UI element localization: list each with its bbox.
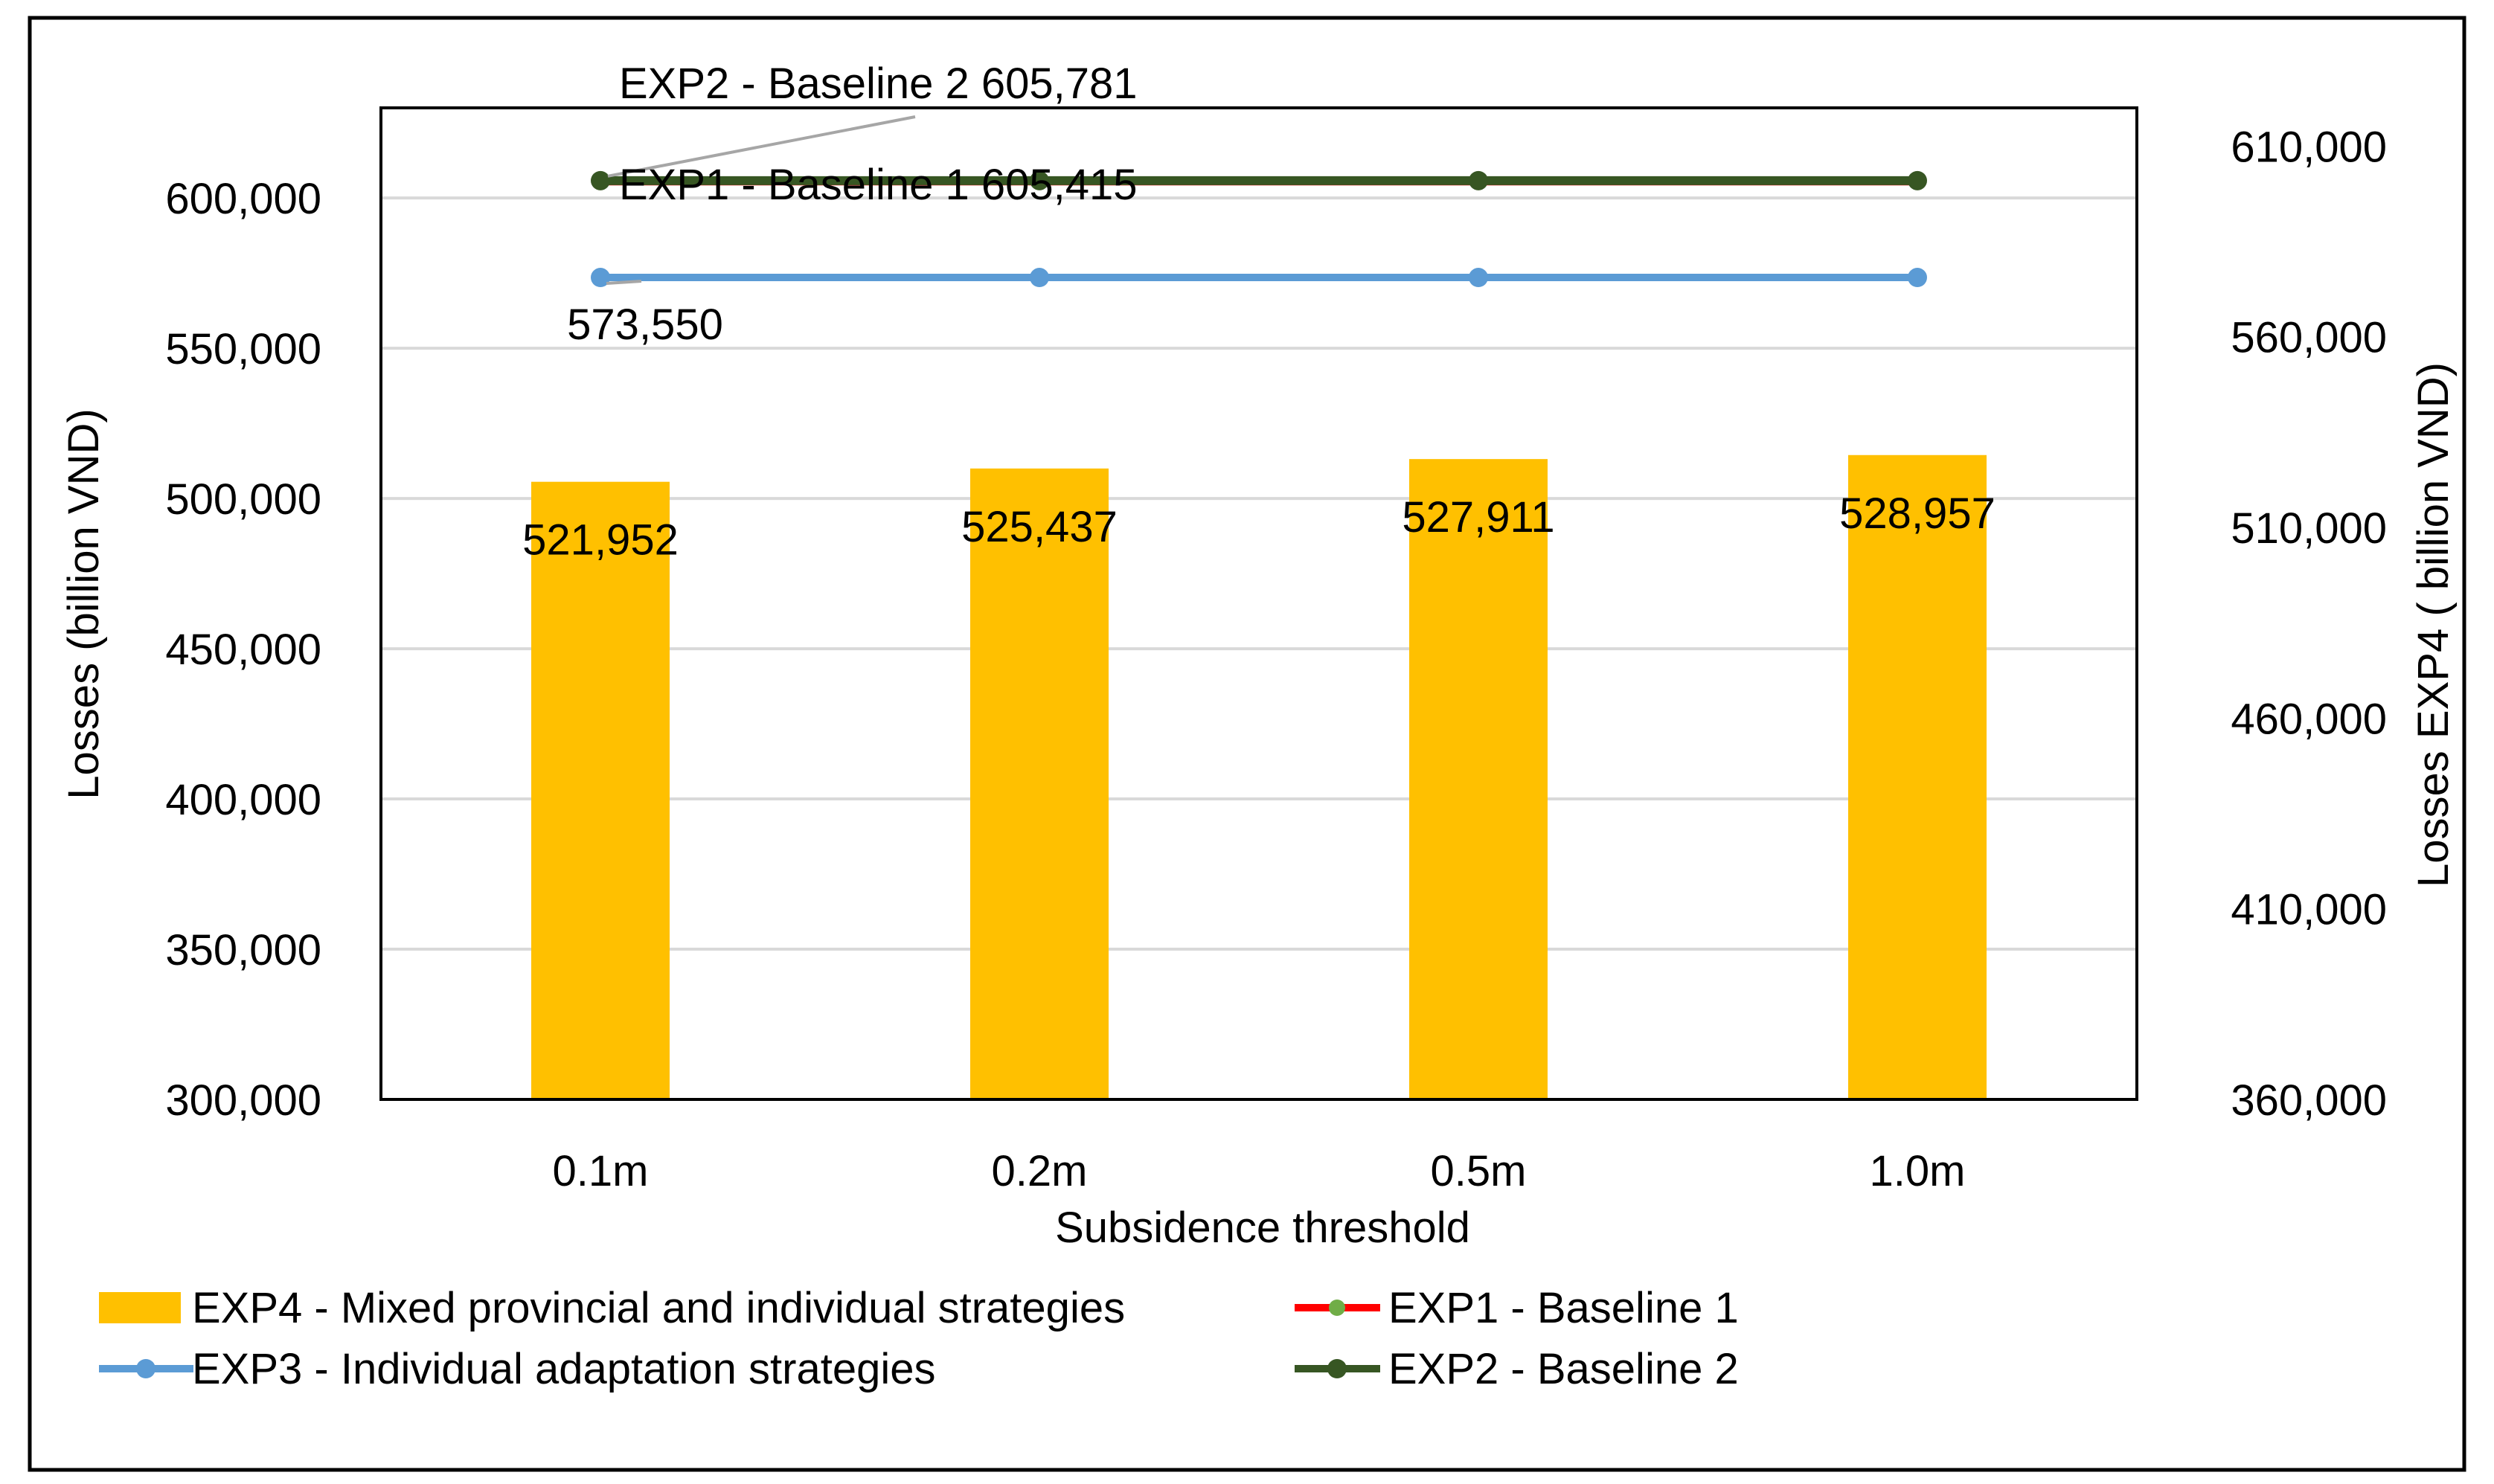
- x-tick-label: 0.1m: [553, 1147, 649, 1195]
- legend-label-exp3: EXP3 - Individual adaptation strategies: [192, 1345, 936, 1393]
- legend-label-exp2: EXP2 - Baseline 2: [1388, 1345, 1739, 1393]
- bar-value-label: 525,437: [961, 503, 1118, 551]
- bar-value-label: 521,952: [522, 516, 679, 565]
- legend-label-exp4: EXP4 - Mixed provincial and individual s…: [192, 1284, 1125, 1332]
- legend: EXP4 - Mixed provincial and individual s…: [99, 1284, 1739, 1393]
- line-annotations: EXP2 - Baseline 2 605,781 EXP1 - Baseline…: [567, 60, 1137, 349]
- y-tick-label: 400,000: [165, 776, 321, 824]
- y2-tick-label: 560,000: [2231, 314, 2387, 362]
- y2-tick-label: 460,000: [2231, 695, 2387, 743]
- x-tick-label: 0.5m: [1431, 1147, 1527, 1195]
- bar-value-label: 528,957: [1839, 489, 1995, 538]
- bar: [1848, 454, 1987, 1099]
- annotation-exp1: EXP1 - Baseline 1 605,415: [619, 161, 1137, 209]
- marker-exp3: [1908, 268, 1927, 288]
- y-tick-label: 600,000: [165, 175, 321, 223]
- bar: [970, 468, 1109, 1099]
- marker-exp2: [591, 170, 610, 190]
- y2-axis-ticks: 360,000 410,000 460,000 510,000 560,000 610,0…: [2231, 123, 2387, 1125]
- y-tick-label: 350,000: [165, 926, 321, 974]
- legend-label-exp1: EXP1 - Baseline 1: [1388, 1284, 1739, 1332]
- bars-exp4: 521,952 525,437 527,911 528,957: [522, 454, 1995, 1099]
- y-tick-label: 500,000: [165, 475, 321, 524]
- y-axis-title: Losses (billion VND): [60, 408, 108, 799]
- y-axis-ticks: 300,000 350,000 400,000 450,000 500,000 550,0…: [165, 175, 321, 1125]
- outer-frame: [28, 16, 2466, 1472]
- y-tick-label: 300,000: [165, 1076, 321, 1125]
- legend-swatch-exp4: [99, 1292, 181, 1323]
- plot-frame: [379, 106, 2138, 1101]
- bar: [531, 481, 670, 1099]
- marker-exp2: [1908, 170, 1927, 190]
- y-tick-label: 450,000: [165, 626, 321, 674]
- x-tick-label: 1.0m: [1870, 1147, 1966, 1195]
- marker-exp2: [1030, 170, 1049, 190]
- y2-tick-label: 510,000: [2231, 504, 2387, 553]
- annotation-exp2: EXP2 - Baseline 2 605,781: [619, 60, 1137, 108]
- series-lines: [591, 170, 1927, 288]
- leader-line-exp2: [607, 115, 916, 178]
- bar: [1409, 459, 1548, 1099]
- marker-exp3: [591, 268, 610, 288]
- marker-exp3: [1469, 268, 1488, 288]
- leader-line-exp3: [606, 280, 642, 286]
- legend-marker-exp2: [1327, 1359, 1347, 1378]
- x-axis-title: Subsidence threshold: [1055, 1204, 1470, 1252]
- marker-exp3: [1030, 268, 1049, 288]
- legend-marker-exp1: [1329, 1300, 1345, 1316]
- bar-value-label: 527,911: [1402, 493, 1554, 542]
- x-axis-ticks: 0.1m 0.2m 0.5m 1.0m: [553, 1147, 1966, 1195]
- x-tick-label: 0.2m: [992, 1147, 1088, 1195]
- legend-marker-exp3: [136, 1359, 156, 1378]
- marker-exp2: [1469, 170, 1488, 190]
- y2-tick-label: 360,000: [2231, 1076, 2387, 1125]
- y2-tick-label: 410,000: [2231, 886, 2387, 934]
- gridlines: [381, 196, 2137, 951]
- annotation-exp3: 573,550: [567, 301, 723, 349]
- y2-axis-title: Losses EXP4 ( billion VND): [2409, 362, 2458, 887]
- y2-tick-label: 610,000: [2231, 123, 2387, 171]
- y-tick-label: 550,000: [165, 325, 321, 373]
